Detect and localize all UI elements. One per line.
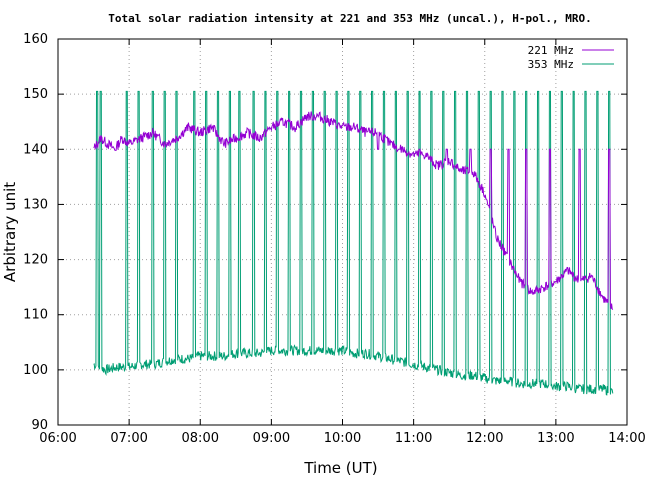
legend: 221 MHz 353 MHz: [528, 44, 614, 71]
grid-lines: [58, 39, 627, 425]
y-tick-label: 140: [23, 142, 48, 157]
axes: 06:00 07:00 08:00 09:00 10:00 11:00 12:00 13:00…: [23, 32, 646, 446]
x-tick-label: 14:00: [608, 431, 645, 446]
series-line-221-mhz: [93, 111, 614, 310]
y-tick-label: 110: [23, 308, 48, 323]
series-layer: [93, 90, 614, 396]
x-tick-label: 08:00: [182, 431, 219, 446]
x-tick-label: 07:00: [110, 431, 147, 446]
y-tick-label: 100: [23, 363, 48, 378]
y-tick-label: 120: [23, 253, 48, 268]
x-tick-label: 09:00: [253, 431, 290, 446]
y-tick-label: 90: [31, 418, 48, 433]
x-tick-label: 13:00: [537, 431, 574, 446]
x-tick-label: 11:00: [395, 431, 432, 446]
x-axis-label: Time (UT): [303, 459, 377, 477]
y-tick-label: 160: [23, 32, 48, 47]
y-axis-label: Arbitrary unit: [1, 182, 19, 282]
y-tick-label: 130: [23, 197, 48, 212]
series-line-353-mhz: [93, 90, 614, 396]
x-tick-label: 06:00: [39, 431, 76, 446]
y-tick-label: 150: [23, 87, 48, 102]
x-tick-label: 12:00: [466, 431, 503, 446]
legend-label-221: 221 MHz: [528, 44, 574, 57]
legend-label-353: 353 MHz: [528, 58, 574, 71]
chart-title: Total solar radiation intensity at 221 a…: [108, 12, 591, 25]
x-tick-label: 10:00: [324, 431, 361, 446]
